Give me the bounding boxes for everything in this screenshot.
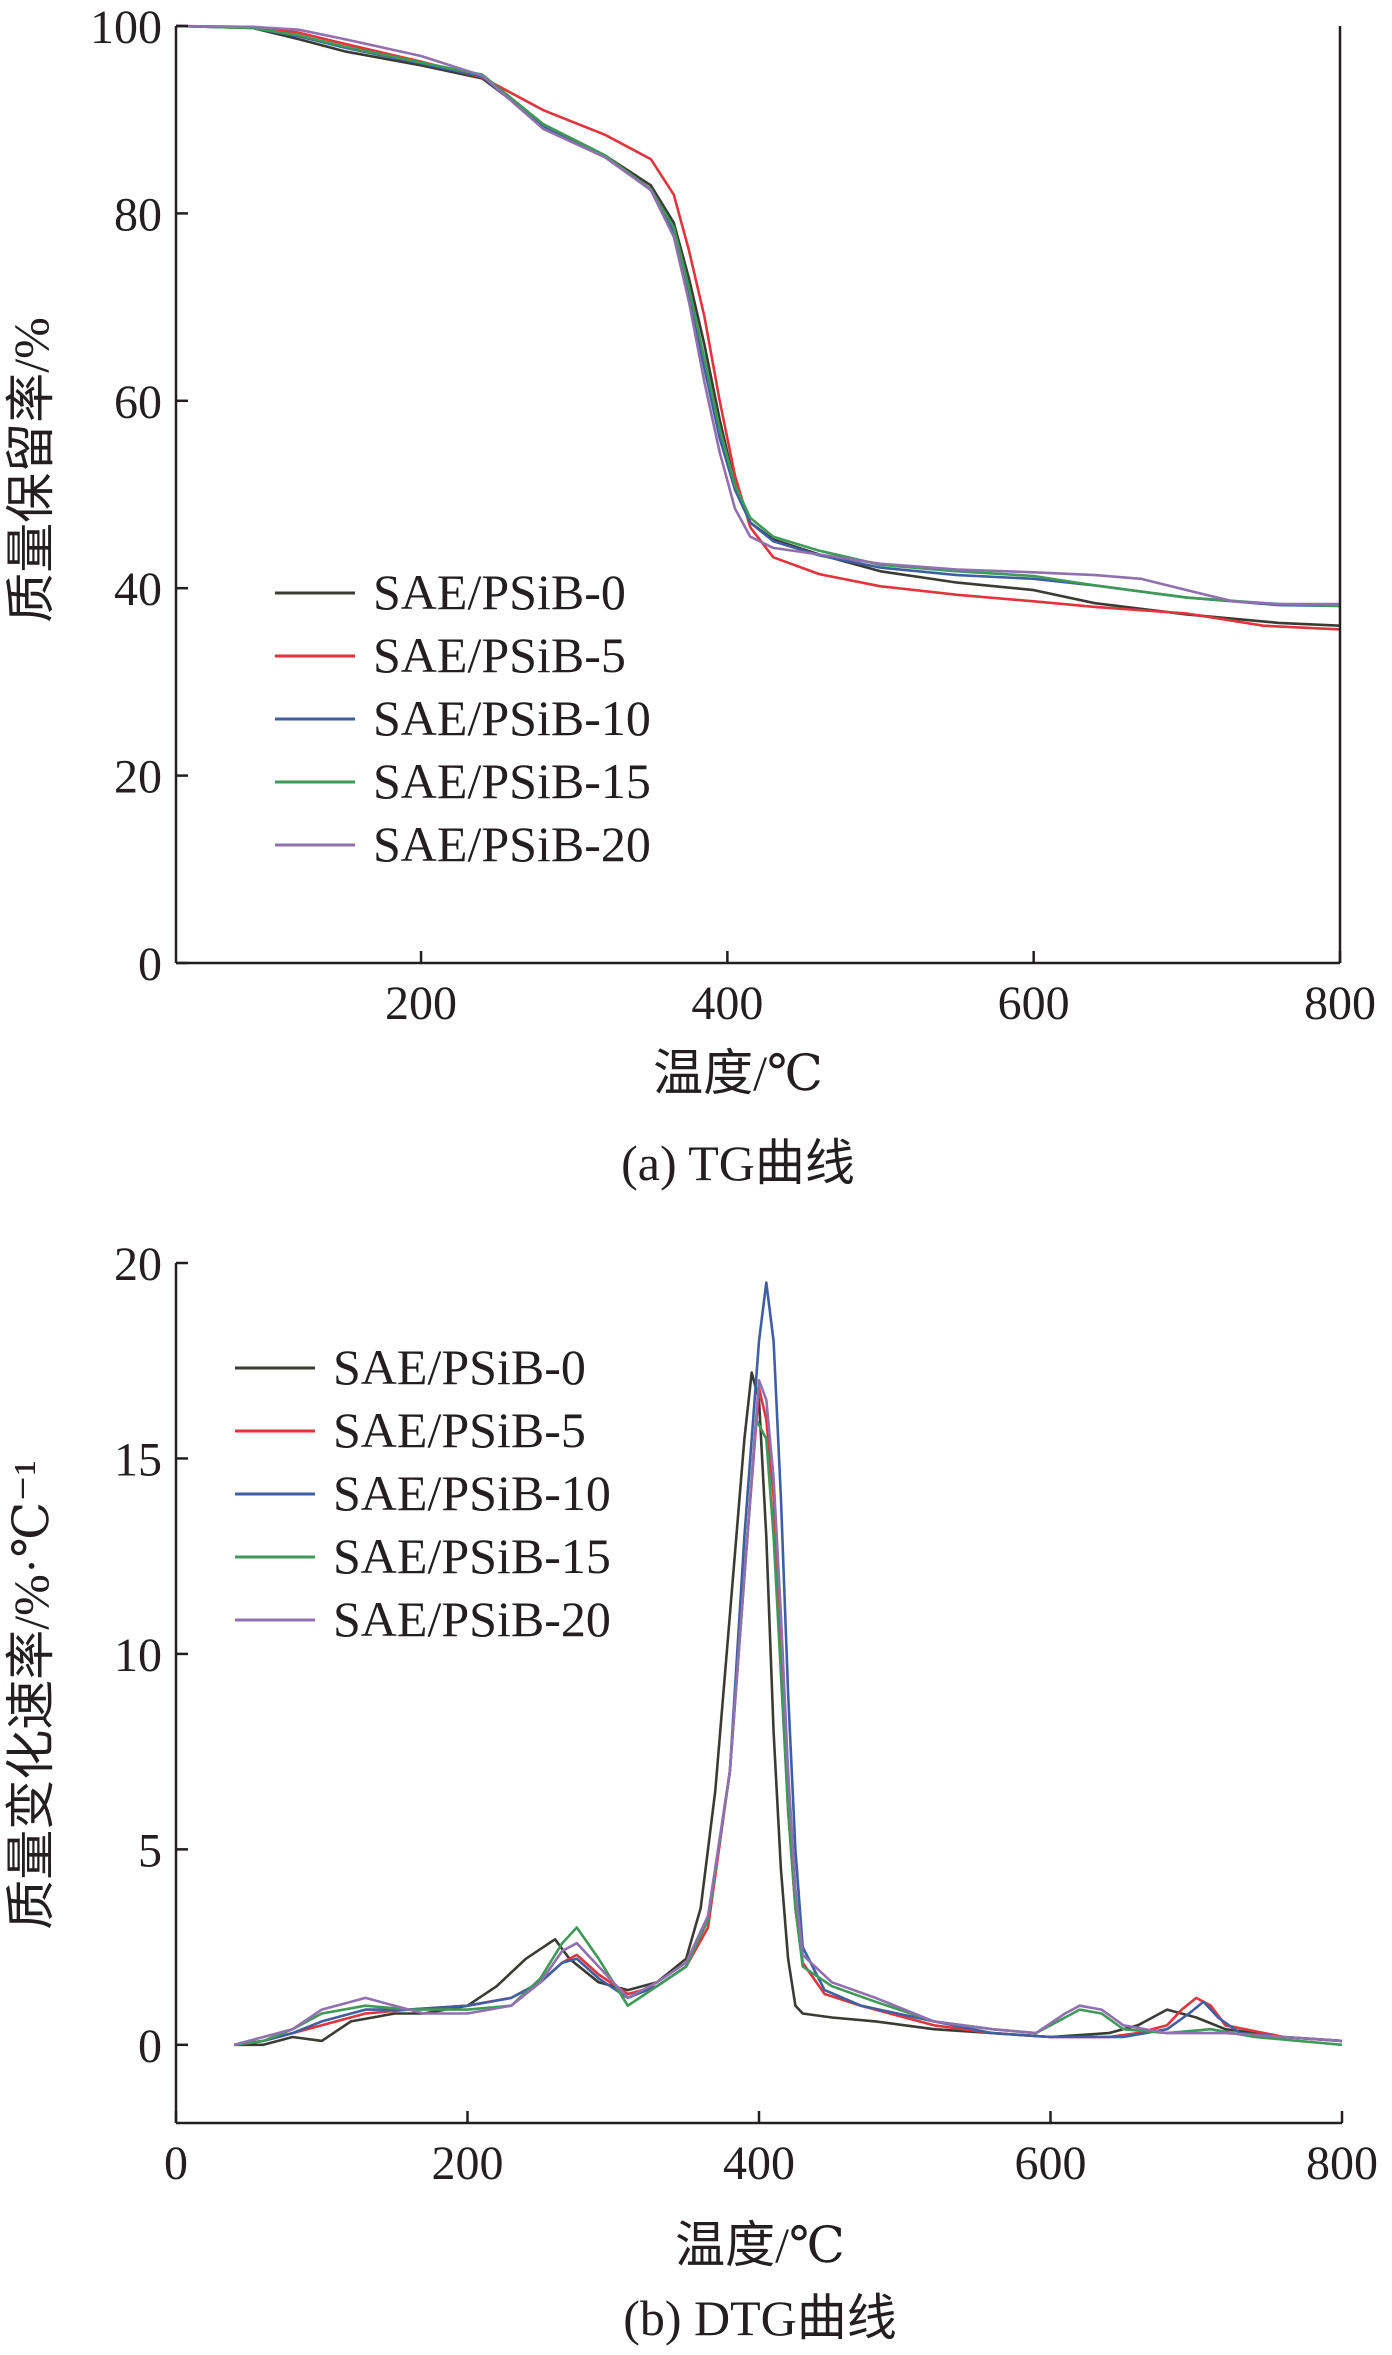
tg-chart: 200 400 600 800 0 20 40 60 80 100 温度/℃ 质量保留率/% SA… <box>3 1 1376 1191</box>
dtg-y-tick-label: 5 <box>138 1824 162 1877</box>
dtg-x-tick-label: 0 <box>164 2137 188 2190</box>
dtg-x-tick-label: 600 <box>1015 2137 1087 2190</box>
tg-axes <box>174 24 1342 965</box>
dtg-legend-label: SAE/PSiB-20 <box>333 1591 611 1647</box>
dtg-series-sae-psib-15 <box>234 1418 1343 2047</box>
dtg-legend-label: SAE/PSiB-10 <box>333 1465 611 1521</box>
dtg-x-axis-label: 温度/℃ <box>675 2217 845 2273</box>
dtg-y-tick-label: 10 <box>114 1629 162 1682</box>
tg-legend-label: SAE/PSiB-15 <box>373 753 651 809</box>
dtg-y-tick-label: 20 <box>114 1238 162 1291</box>
dtg-legend-label: SAE/PSiB-0 <box>333 1339 586 1395</box>
tg-x-tick-label: 200 <box>385 977 457 1030</box>
tg-y-axis-label: 质量保留率/% <box>3 317 59 623</box>
dtg-x-tick-label: 800 <box>1306 2137 1378 2190</box>
tg-y-tick-label: 20 <box>114 751 162 804</box>
tg-legend-label: SAE/PSiB-20 <box>373 816 651 872</box>
dtg-legend-label: SAE/PSiB-5 <box>333 1402 586 1458</box>
tg-series-group <box>175 24 1341 631</box>
dtg-legend-label: SAE/PSiB-15 <box>333 1528 611 1584</box>
tg-y-tick-label: 40 <box>114 563 162 616</box>
dtg-axes <box>174 1261 1344 2125</box>
tg-legend: SAE/PSiB-0 SAE/PSiB-5 SAE/PSiB-10 SAE/PSiB-… <box>275 564 651 872</box>
tg-x-axis-label: 温度/℃ <box>653 1045 823 1101</box>
tg-series-sae-psib-20 <box>175 24 1340 606</box>
dtg-caption: (b) DTG曲线 <box>623 2290 897 2346</box>
tg-series-sae-psib-10 <box>175 24 1341 608</box>
dtg-series-sae-psib-20 <box>233 1379 1343 2047</box>
tg-legend-label: SAE/PSiB-0 <box>373 564 626 620</box>
dtg-series-group <box>233 1281 1343 2047</box>
tg-caption: (a) TG曲线 <box>621 1135 855 1191</box>
dtg-x-tick-label: 400 <box>723 2137 795 2190</box>
tg-x-tick-label: 400 <box>691 977 763 1030</box>
tg-y-tick-label: 80 <box>114 188 162 241</box>
dtg-series-sae-psib-10 <box>234 1281 1343 2047</box>
dtg-tick-labels: 0 200 400 600 800 0 5 10 15 20 <box>114 1238 1378 2190</box>
tg-tick-labels: 200 400 600 800 0 20 40 60 80 100 <box>90 1 1376 1030</box>
dtg-y-axis-label: 质量变化速率/%·℃⁻¹ <box>3 1460 59 1930</box>
dtg-x-tick-label: 200 <box>432 2137 504 2190</box>
tg-y-tick-label: 0 <box>138 938 162 991</box>
tg-x-tick-label: 800 <box>1304 977 1376 1030</box>
dtg-y-tick-label: 0 <box>138 2020 162 2073</box>
tg-legend-label: SAE/PSiB-10 <box>373 690 651 746</box>
tg-y-tick-label: 100 <box>90 1 162 54</box>
tg-y-tick-label: 60 <box>114 376 162 429</box>
dtg-y-tick-label: 15 <box>114 1433 162 1486</box>
tg-series-sae-psib-5 <box>175 24 1341 631</box>
tg-series-sae-psib-0 <box>175 24 1341 627</box>
tg-series-sae-psib-15 <box>175 24 1341 608</box>
dtg-legend: SAE/PSiB-0 SAE/PSiB-5 SAE/PSiB-10 SAE/PSiB-… <box>235 1339 611 1647</box>
tg-legend-label: SAE/PSiB-5 <box>373 627 626 683</box>
tg-x-tick-label: 600 <box>998 977 1070 1030</box>
